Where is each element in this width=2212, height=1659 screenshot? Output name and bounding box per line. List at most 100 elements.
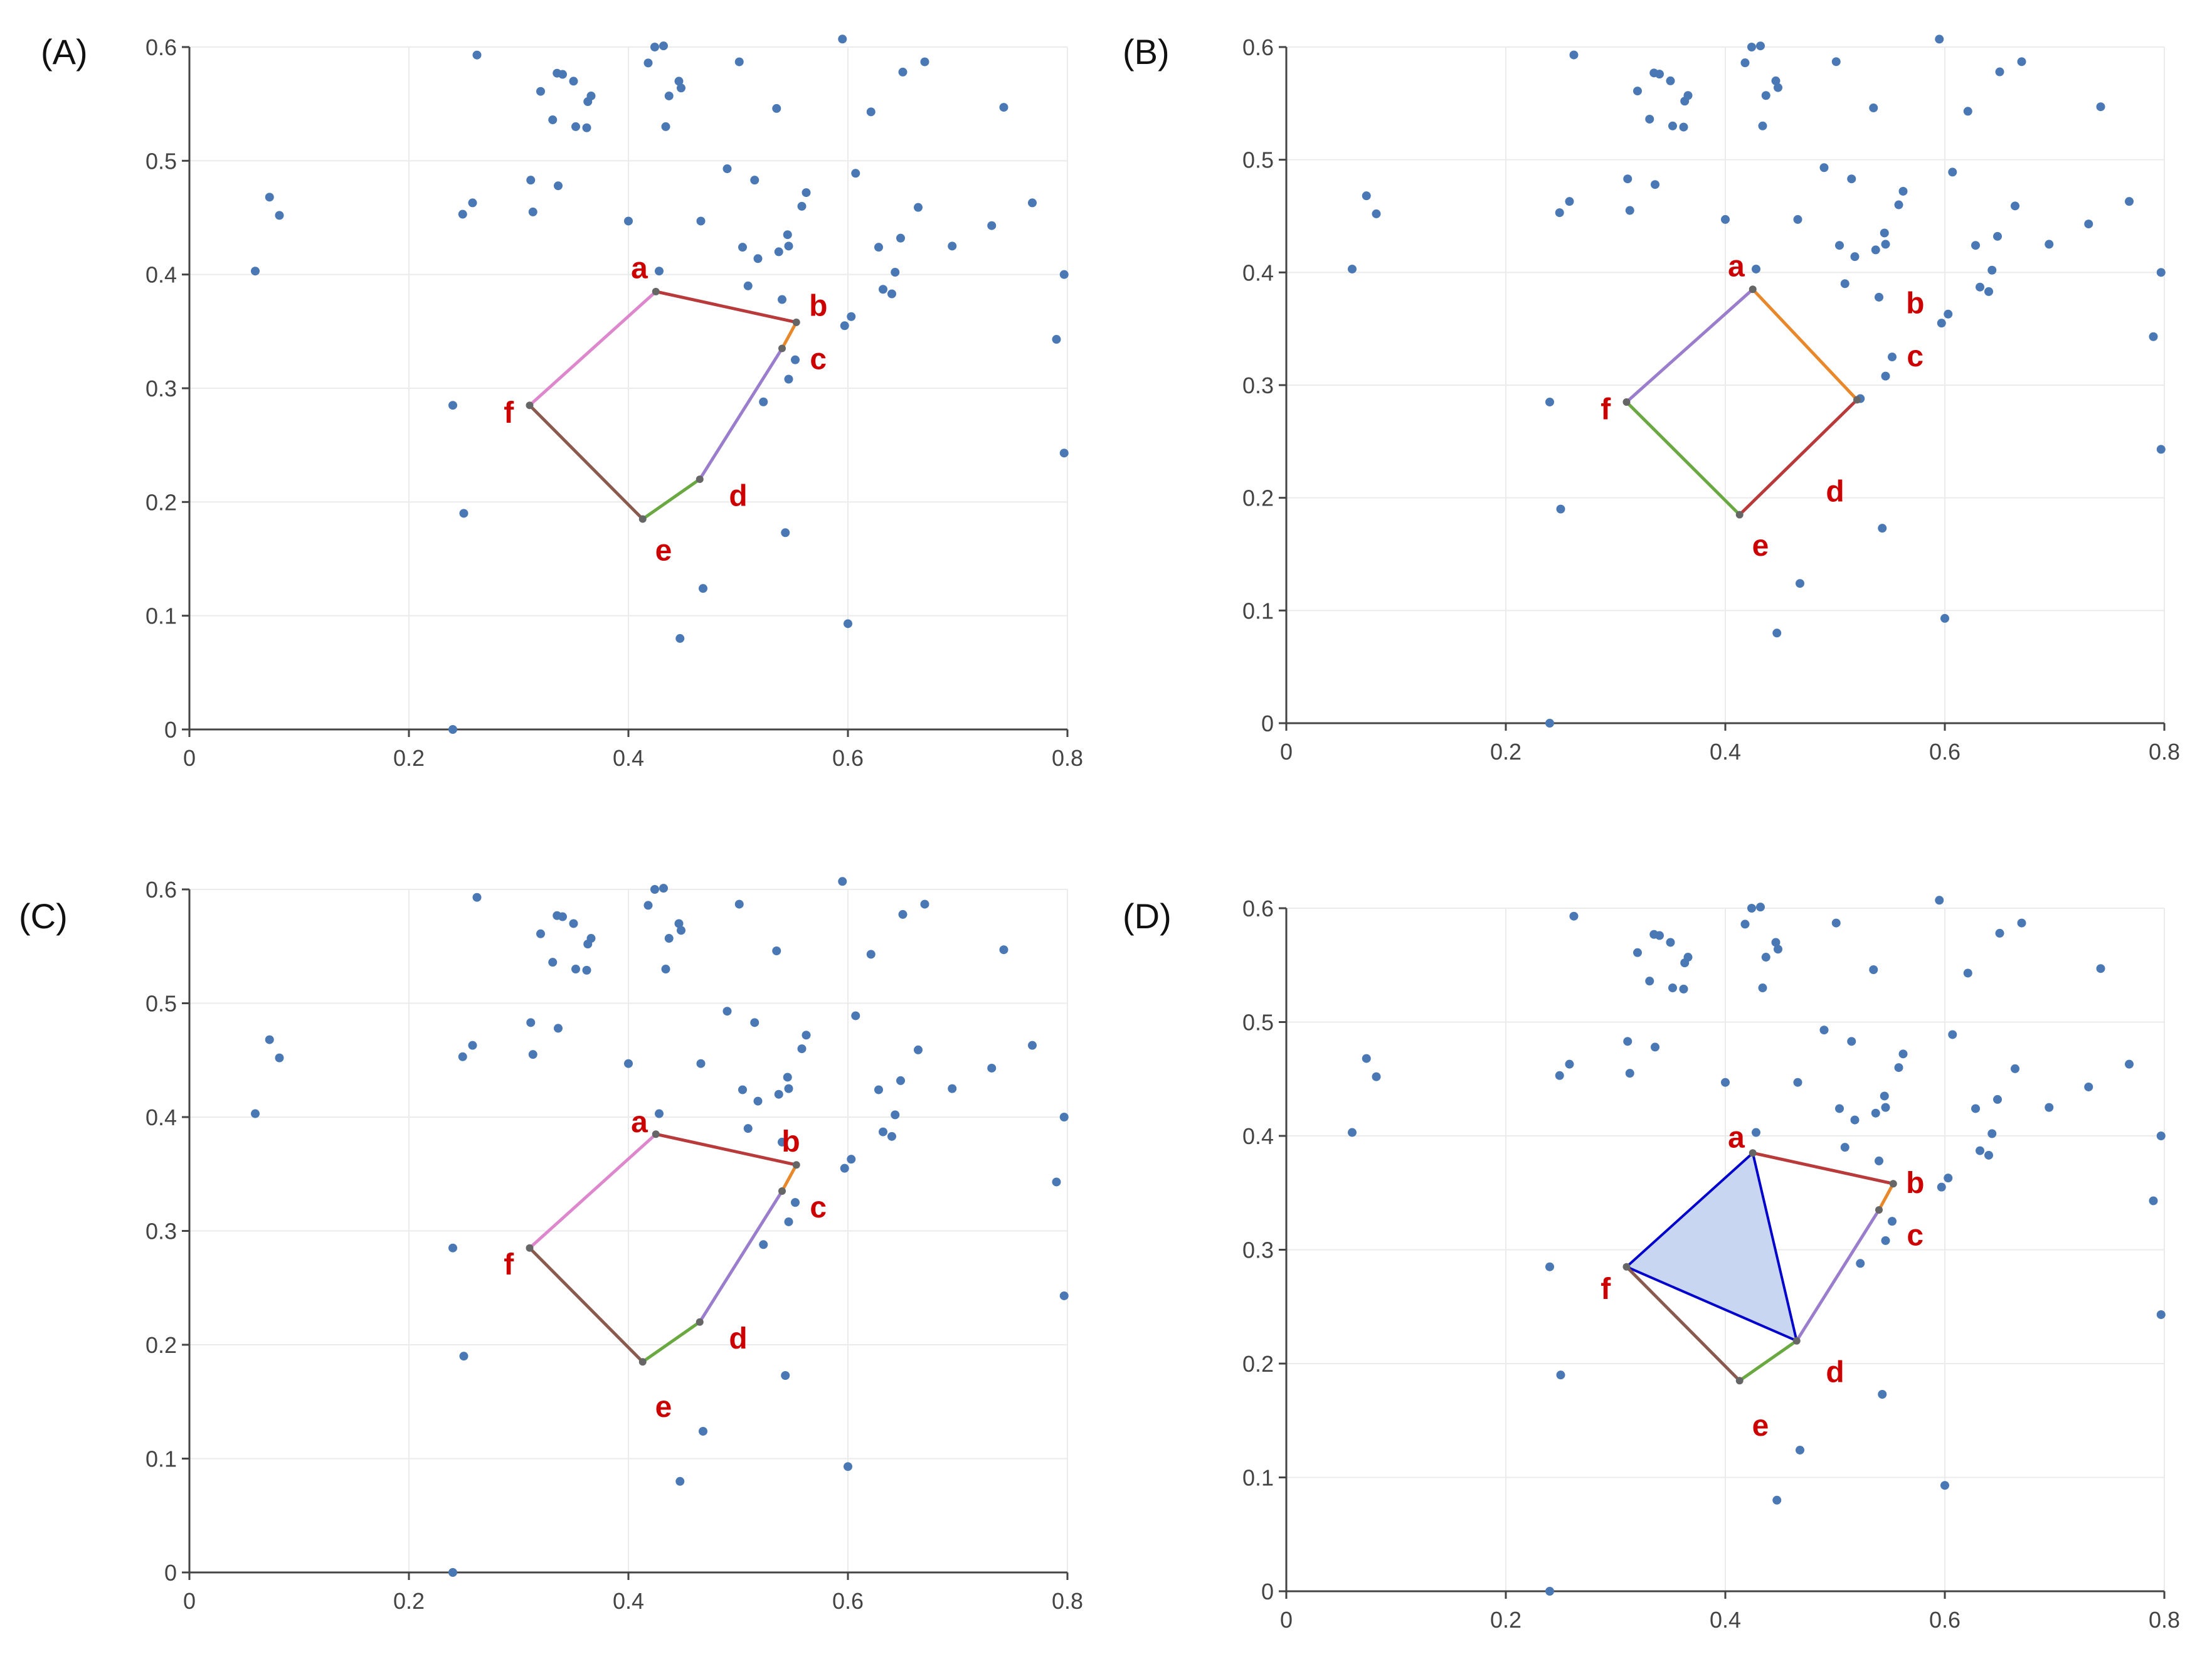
vertex-b xyxy=(1889,1180,1897,1188)
data-point xyxy=(1894,1063,1903,1073)
edge-cd xyxy=(1795,1208,1881,1343)
edge-ab xyxy=(654,290,798,324)
vertex-d xyxy=(696,1318,704,1326)
y-tick-label: 0.6 xyxy=(1242,896,1274,921)
data-point xyxy=(1362,191,1371,201)
data-point xyxy=(1971,1104,1980,1113)
data-point xyxy=(1847,1037,1856,1046)
data-point xyxy=(571,122,580,131)
data-point xyxy=(1683,91,1693,100)
data-point xyxy=(847,312,856,321)
data-point xyxy=(536,87,545,96)
data-point xyxy=(554,1024,563,1033)
data-point xyxy=(887,289,896,299)
y-tick-label: 0 xyxy=(164,717,177,743)
data-point xyxy=(569,919,578,928)
data-point xyxy=(1625,1069,1634,1078)
data-point xyxy=(2011,201,2019,211)
vertex-label-e: e xyxy=(655,1391,672,1424)
data-point xyxy=(851,169,860,178)
y-tick-label: 0.1 xyxy=(1242,598,1274,623)
data-point xyxy=(265,1035,274,1044)
data-point xyxy=(1651,180,1659,189)
data-point xyxy=(675,1476,685,1486)
edge-ce xyxy=(1738,398,1859,517)
data-point xyxy=(1679,122,1688,132)
data-point xyxy=(844,619,852,628)
data-point xyxy=(999,945,1008,955)
x-tick-label: 0.2 xyxy=(393,1588,425,1614)
data-point xyxy=(459,509,468,518)
vertex-d xyxy=(696,475,704,484)
data-point xyxy=(1666,938,1675,947)
data-point xyxy=(528,207,537,216)
data-point xyxy=(1840,279,1850,289)
data-point xyxy=(1655,931,1664,940)
data-point xyxy=(1623,1037,1633,1046)
vertex-label-a: a xyxy=(631,252,648,285)
data-point xyxy=(866,107,876,117)
data-point xyxy=(1059,270,1069,279)
data-point xyxy=(1850,252,1860,262)
data-point xyxy=(887,1132,896,1141)
data-point xyxy=(1059,448,1069,458)
data-point xyxy=(664,91,674,100)
edge-ef xyxy=(1625,1265,1742,1382)
data-point xyxy=(2045,240,2054,249)
x-tick-label: 0 xyxy=(183,745,196,771)
data-point xyxy=(784,1084,793,1093)
data-point xyxy=(1348,1128,1357,1137)
data-point xyxy=(2125,1059,2134,1069)
data-point xyxy=(1651,1042,1659,1052)
data-point xyxy=(1871,1108,1880,1118)
data-point xyxy=(582,123,591,132)
data-point xyxy=(1984,287,1993,296)
edge-cd xyxy=(698,347,784,481)
data-point xyxy=(896,233,905,243)
data-point xyxy=(759,1240,768,1249)
data-point xyxy=(1963,107,1972,116)
data-point xyxy=(1976,282,1984,292)
vertex-label-c: c xyxy=(810,343,827,376)
edge-de xyxy=(641,477,702,521)
data-point xyxy=(1666,76,1675,85)
y-tick-label: 0.5 xyxy=(1242,1010,1274,1036)
data-point xyxy=(1831,57,1841,66)
data-point xyxy=(1545,1262,1554,1271)
vertex-label-d: d xyxy=(1826,1356,1844,1389)
data-point xyxy=(1569,911,1579,921)
y-tick-label: 0.6 xyxy=(1242,34,1274,60)
data-point xyxy=(2149,332,2158,341)
data-point xyxy=(987,221,997,230)
y-tick-label: 0.2 xyxy=(1242,485,1274,511)
data-point xyxy=(558,70,567,79)
data-point xyxy=(548,115,558,125)
vertex-label-b: b xyxy=(1906,1167,1924,1200)
data-point xyxy=(1721,1078,1730,1087)
vertex-a xyxy=(1749,1149,1757,1157)
data-point xyxy=(1569,50,1579,60)
y-tick-label: 0.6 xyxy=(146,877,177,903)
data-point xyxy=(898,67,908,77)
data-point xyxy=(1740,58,1750,68)
data-point xyxy=(1721,215,1730,224)
edge-bc xyxy=(780,321,798,351)
data-point xyxy=(784,1217,793,1226)
data-point xyxy=(1565,197,1574,206)
data-point xyxy=(1987,1129,1997,1138)
edge-fa xyxy=(1625,287,1755,404)
vertex-label-d: d xyxy=(1826,475,1844,509)
vertex-c xyxy=(778,1187,786,1195)
data-point xyxy=(898,909,908,919)
data-point xyxy=(699,584,707,593)
data-point xyxy=(1555,208,1564,218)
x-tick-label: 0.2 xyxy=(1490,739,1521,765)
data-point xyxy=(526,1018,536,1027)
data-point xyxy=(554,181,563,191)
data-point xyxy=(948,1084,957,1093)
data-point xyxy=(1761,953,1770,962)
data-point xyxy=(1935,896,1944,905)
data-point xyxy=(791,355,800,364)
x-tick-label: 0.6 xyxy=(1929,1607,1961,1633)
